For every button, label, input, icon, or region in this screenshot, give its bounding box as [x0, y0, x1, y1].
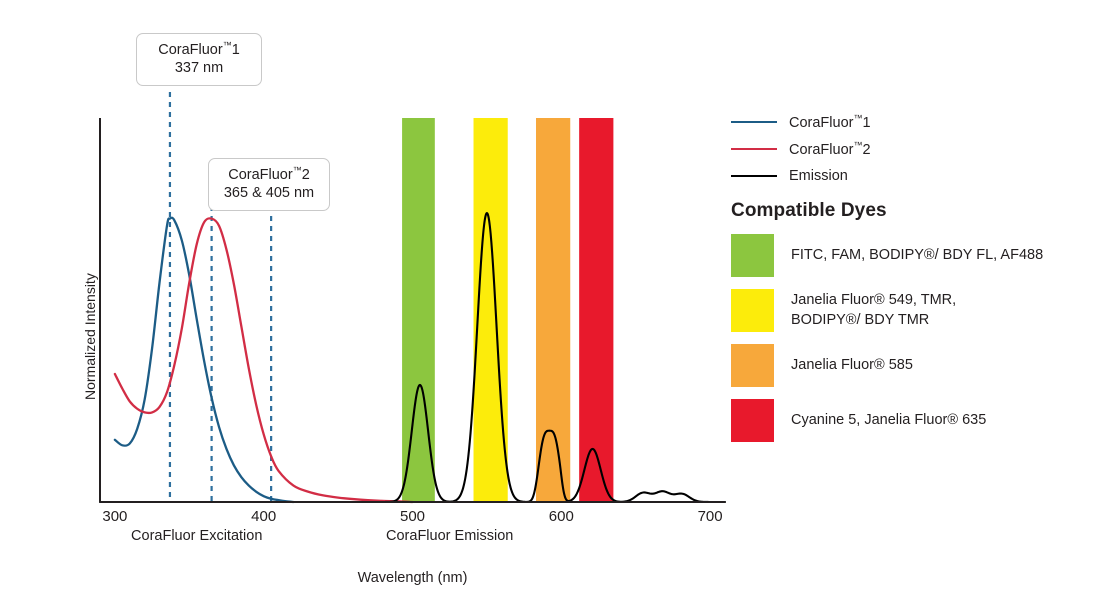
x-tick-700: 700 — [697, 508, 723, 525]
legend-line-swatch — [731, 147, 777, 150]
legend-label: CoraFluor™1 — [789, 112, 871, 131]
region-label-0: CoraFluor Excitation — [131, 528, 263, 544]
emission-band-3 — [579, 118, 614, 502]
dye-color-swatch — [731, 289, 774, 332]
legend-label: CoraFluor™2 — [789, 139, 871, 158]
trademark-symbol: ™ — [853, 112, 863, 123]
dye-row: Janelia Fluor® 549, TMR, BODIPY®/ BDY TMR — [731, 289, 1101, 332]
x-tick-600: 600 — [548, 508, 574, 525]
dye-color-swatch — [731, 399, 774, 442]
dye-label: Janelia Fluor® 585 — [791, 356, 913, 376]
curve-corafluor1 — [113, 216, 295, 504]
curve-corafluor2 — [113, 217, 414, 504]
dye-label: Janelia Fluor® 549, TMR, BODIPY®/ BDY TMR — [791, 291, 956, 330]
dye-label-line2: BODIPY®/ BDY TMR — [791, 311, 930, 328]
dye-label: FITC, FAM, BODIPY®/ BDY FL, AF488 — [791, 246, 1043, 266]
dye-row: Cyanine 5, Janelia Fluor® 635 — [731, 399, 1101, 442]
dye-color-swatch — [731, 344, 774, 387]
callout-line2: 365 & 405 nm — [223, 185, 315, 202]
trademark-symbol: ™ — [222, 40, 232, 50]
callout-line1: CoraFluor™2 — [228, 165, 310, 183]
legend-line-swatch — [731, 174, 777, 177]
x-tick-300: 300 — [102, 508, 128, 525]
trademark-symbol: ™ — [292, 165, 302, 175]
dye-color-swatch — [731, 234, 774, 277]
legend-item-emission: Emission — [731, 162, 1101, 189]
compatible-dyes-list: FITC, FAM, BODIPY®/ BDY FL, AF488 Janelia… — [731, 234, 1101, 454]
legend-item-corafluor1: CoraFluor™1 — [731, 108, 1101, 135]
dye-label-line1: Cyanine 5, Janelia Fluor® 635 — [791, 411, 987, 428]
x-axis-title: Wavelength (nm) — [357, 570, 468, 586]
region-label-1: CoraFluor Emission — [386, 528, 514, 544]
corafluor2-callout: CoraFluor™2 365 & 405 nm — [208, 158, 330, 211]
dye-row: Janelia Fluor® 585 — [731, 344, 1101, 387]
callout-line2: 337 nm — [174, 60, 224, 77]
trademark-symbol: ™ — [853, 139, 863, 150]
dye-label-line1: Janelia Fluor® 585 — [791, 356, 913, 373]
series-legend: CoraFluor™1 CoraFluor™2 Emission — [731, 108, 1101, 189]
corafluor1-callout: CoraFluor™1 337 nm — [136, 33, 262, 86]
dye-label-line1: Janelia Fluor® 549, TMR, — [791, 291, 957, 308]
x-tick-500: 500 — [399, 508, 426, 525]
y-axis-label: Normalized Intensity — [82, 273, 98, 400]
legend-item-corafluor2: CoraFluor™2 — [731, 135, 1101, 162]
legend-line-swatch — [731, 120, 777, 123]
emission-band-2 — [536, 118, 571, 502]
callout-line1: CoraFluor™1 — [158, 40, 240, 58]
emission-band-1 — [473, 118, 508, 502]
x-tick-400: 400 — [251, 508, 277, 525]
dye-row: FITC, FAM, BODIPY®/ BDY FL, AF488 — [731, 234, 1101, 277]
dye-label-line1: FITC, FAM, BODIPY®/ BDY FL, AF488 — [791, 246, 1044, 263]
compatible-dyes-heading: Compatible Dyes — [731, 200, 887, 221]
legend-label: Emission — [789, 167, 848, 184]
dye-label: Cyanine 5, Janelia Fluor® 635 — [791, 411, 986, 431]
